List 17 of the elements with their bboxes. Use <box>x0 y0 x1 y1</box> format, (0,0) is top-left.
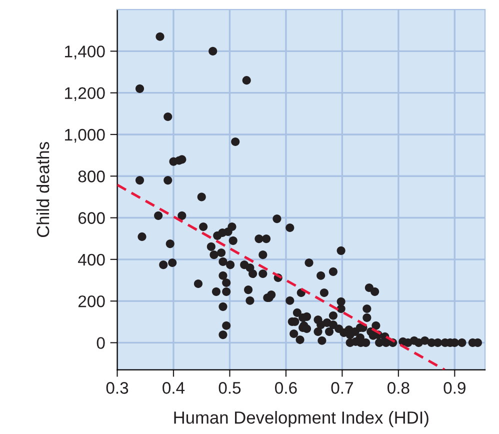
y-axis-title: Child deaths <box>36 142 50 238</box>
y-tick-label: 1,000 <box>65 128 105 143</box>
x-tick-label: 0.5 <box>218 382 241 394</box>
x-tick-label: 0.3 <box>106 382 128 394</box>
x-tick-label: 0.8 <box>387 382 410 394</box>
y-tick-label: 0 <box>96 337 105 349</box>
y-tick-label: 1,200 <box>65 87 105 102</box>
y-tick-label: 600 <box>78 212 105 224</box>
x-tick-label: 0.6 <box>275 382 297 394</box>
x-tick-label: 0.7 <box>331 382 353 394</box>
x-tick-label: 0.9 <box>444 382 466 394</box>
y-tick-label: 1,400 <box>65 46 105 60</box>
x-axis-title: Human Development Index (HDI) <box>174 411 428 428</box>
y-tick-label: 200 <box>78 295 105 308</box>
y-tick-label: 400 <box>78 254 105 266</box>
y-tick-label: 800 <box>78 170 105 182</box>
x-tick-label: 0.4 <box>162 382 185 394</box>
